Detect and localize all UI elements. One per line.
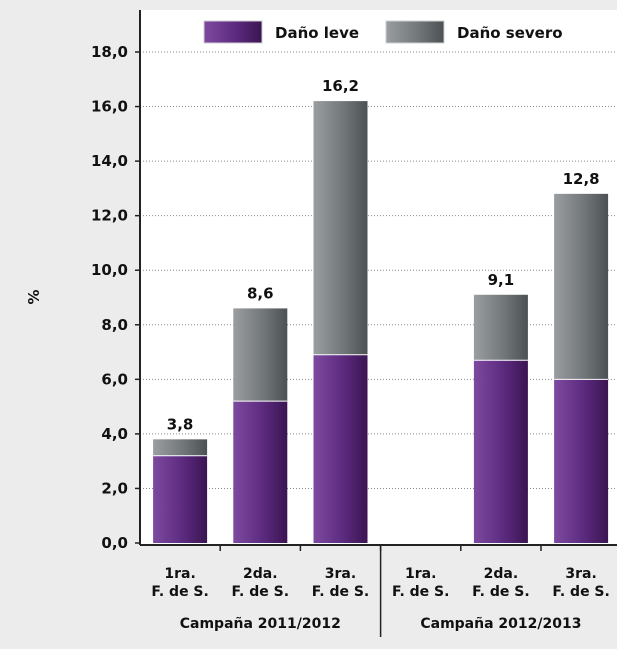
bars — [153, 101, 609, 543]
category-label: 1ra. — [405, 566, 436, 582]
group-label: Campaña 2012/2013 — [420, 616, 581, 632]
legend-label: Daño severo — [457, 24, 563, 42]
category-label: F. de S. — [552, 584, 610, 600]
bar-segment — [554, 379, 609, 543]
bar-segment — [313, 354, 368, 543]
axes — [135, 10, 617, 637]
y-tick-label: 14,0 — [91, 152, 128, 170]
category-label: 3ra. — [565, 566, 596, 582]
y-tick-label: 18,0 — [91, 43, 128, 61]
y-tick-label: 10,0 — [91, 261, 128, 279]
bar-segment — [554, 193, 609, 380]
bar-total-label: 16,2 — [322, 77, 359, 95]
y-tick-label: 12,0 — [91, 207, 128, 225]
y-tick-label: 8,0 — [101, 316, 128, 334]
bar-segment — [473, 360, 528, 543]
bar-total-label: 12,8 — [563, 170, 600, 188]
bar-segment — [233, 401, 288, 543]
bar-total-label: 9,1 — [488, 271, 515, 289]
labels: 0,0 2,0 4,0 6,0 8,0 10,0 12,0 14,0 16,0 18,0 3,8 1r… — [91, 43, 610, 632]
y-tick-label: 4,0 — [101, 425, 128, 443]
bar-segment — [313, 101, 368, 355]
bar-segment — [153, 439, 208, 456]
bar-segment — [233, 308, 288, 402]
category-label: F. de S. — [472, 584, 530, 600]
category-label: F. de S. — [151, 584, 209, 600]
plot-area-background — [140, 10, 617, 545]
category-label: F. de S. — [392, 584, 450, 600]
legend-swatch — [385, 20, 445, 44]
y-tick-label: 2,0 — [101, 479, 128, 497]
y-tick-label: 0,0 — [101, 534, 128, 552]
bar-total-label: 3,8 — [167, 415, 194, 433]
category-label: 2da. — [484, 566, 519, 582]
legend-swatch — [203, 20, 263, 44]
bar-segment — [473, 294, 528, 361]
category-label: F. de S. — [232, 584, 290, 600]
y-tick-label: 16,0 — [91, 98, 128, 116]
category-label: 2da. — [243, 566, 278, 582]
category-label: 3ra. — [325, 566, 356, 582]
legend: Daño leve Daño severo — [203, 20, 563, 44]
bar-total-label: 8,6 — [247, 284, 274, 302]
y-axis-label: % — [25, 289, 43, 304]
category-label: 1ra. — [164, 566, 195, 582]
bar-segment — [153, 455, 208, 543]
y-tick-label: 6,0 — [101, 370, 128, 388]
legend-label: Daño leve — [275, 24, 359, 42]
group-label: Campaña 2011/2012 — [180, 616, 341, 632]
category-label: F. de S. — [312, 584, 370, 600]
